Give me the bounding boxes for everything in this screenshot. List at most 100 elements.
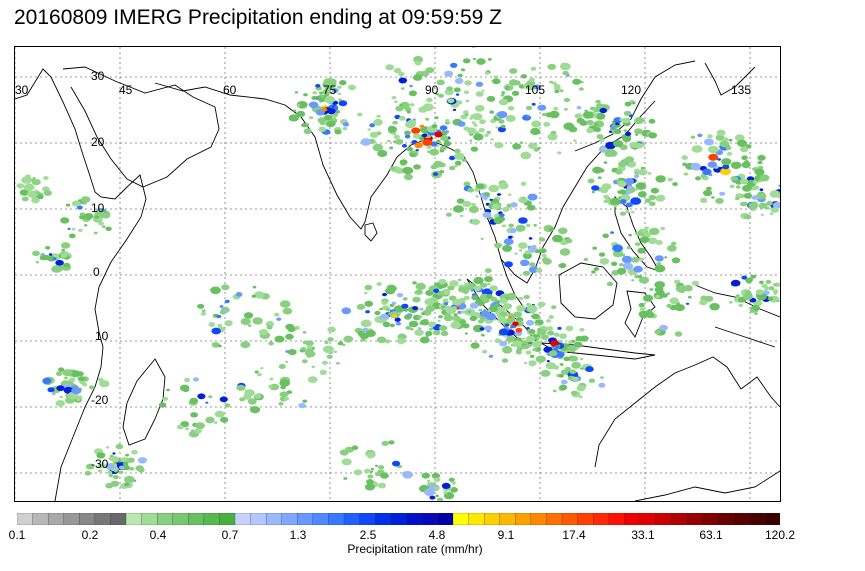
colorbar-swatch	[156, 513, 174, 525]
precip-cell	[488, 354, 494, 358]
precip-cell	[398, 77, 408, 84]
precip-cell	[402, 144, 407, 148]
precip-cell	[84, 470, 92, 476]
colorbar-swatch	[717, 513, 734, 525]
precip-cell	[200, 311, 207, 316]
precip-cell	[549, 80, 554, 84]
precip-cell	[559, 363, 564, 366]
precip-cell	[414, 61, 422, 66]
precip-cell	[757, 154, 766, 161]
precip-cell	[541, 253, 547, 258]
precip-cell	[598, 168, 605, 173]
precip-cell	[660, 290, 665, 295]
precip-cell	[298, 402, 306, 409]
colorbar-swatch	[701, 513, 719, 525]
precip-cell	[441, 305, 446, 309]
precip-cell	[454, 164, 458, 168]
precip-cell	[517, 348, 521, 351]
precip-cell	[184, 377, 191, 383]
precip-cell	[543, 122, 551, 127]
precip-cell	[528, 77, 535, 82]
precip-cell	[395, 138, 404, 145]
coastline-newguinea	[694, 284, 780, 348]
precip-cell	[372, 143, 384, 152]
precip-cell	[553, 106, 559, 111]
precip-cell	[45, 246, 51, 250]
colorbar-swatch	[312, 513, 329, 525]
precip-cell	[404, 130, 411, 136]
precip-cell	[497, 126, 506, 133]
precip-cell	[455, 93, 460, 96]
precip-cell	[547, 330, 555, 336]
precip-cell	[615, 122, 620, 126]
precip-cell	[569, 355, 579, 362]
precip-cell	[480, 282, 488, 288]
precip-cell	[219, 396, 228, 403]
lat-label: 10	[91, 201, 105, 215]
precip-cell	[35, 261, 40, 264]
precip-cell	[557, 326, 562, 330]
colorbar-swatch	[421, 513, 438, 525]
precip-cell	[322, 345, 334, 354]
colorbar-swatch	[546, 513, 563, 525]
precip-cell	[769, 212, 774, 215]
precip-cell	[579, 327, 585, 332]
precip-cell	[512, 340, 523, 348]
precip-cell	[518, 242, 528, 249]
precip-cell	[311, 96, 317, 100]
precip-cell	[337, 85, 342, 89]
precip-cell	[531, 340, 543, 348]
precip-cell	[398, 116, 406, 121]
precip-cell	[131, 449, 138, 455]
precip-cell	[43, 176, 49, 180]
precip-cell	[450, 487, 458, 493]
precip-cell	[613, 140, 624, 148]
precip-cell	[743, 293, 753, 301]
colorbar-swatch	[608, 513, 625, 525]
precip-cell	[470, 289, 474, 292]
precip-cell	[76, 205, 83, 210]
precip-cell	[431, 124, 438, 129]
precip-cell	[364, 300, 374, 307]
precip-cell	[112, 475, 119, 480]
precip-cell	[499, 340, 508, 347]
precip-cell	[674, 279, 681, 285]
precip-cell	[301, 122, 308, 128]
precip-cell	[559, 384, 568, 391]
precip-cell	[630, 210, 635, 214]
precip-cell	[674, 304, 685, 312]
precip-cell	[343, 477, 348, 480]
precip-cell	[78, 228, 83, 232]
precip-cell	[519, 141, 524, 145]
precip-cell	[489, 198, 493, 201]
precip-cell	[528, 266, 539, 274]
precip-cell	[438, 315, 443, 319]
precip-cell	[19, 189, 30, 196]
precip-cell	[464, 332, 468, 335]
precip-cell	[440, 135, 448, 141]
precip-cell	[571, 361, 581, 369]
precip-cell	[318, 126, 327, 132]
precip-cell	[625, 131, 632, 137]
precip-cell	[565, 238, 573, 244]
precip-cell	[755, 289, 765, 295]
precip-cell	[744, 160, 750, 164]
precip-cell	[525, 105, 533, 111]
precip-cell	[269, 378, 273, 381]
precip-cell	[357, 112, 363, 117]
precip-cell	[240, 341, 251, 349]
precip-cell	[484, 71, 490, 75]
precip-cell	[592, 246, 597, 250]
precip-cell	[252, 285, 257, 289]
precip-cell	[540, 248, 546, 254]
precip-cell	[490, 138, 494, 141]
precip-cell	[536, 336, 541, 340]
precip-cell	[391, 301, 397, 305]
precip-cell	[584, 109, 588, 112]
precip-cell	[71, 200, 81, 207]
precip-cell	[741, 161, 751, 169]
precip-cell	[84, 224, 88, 227]
colorbar-swatch	[515, 513, 532, 525]
precip-cell	[240, 317, 251, 326]
lat-label: -20	[91, 393, 109, 407]
